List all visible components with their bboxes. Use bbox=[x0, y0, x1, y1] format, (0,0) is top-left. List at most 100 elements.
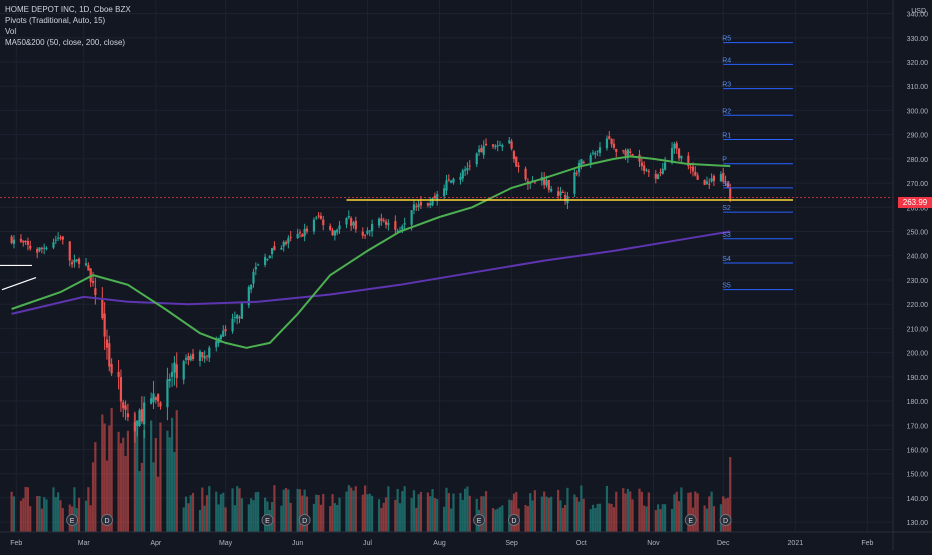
candle-body bbox=[366, 230, 369, 234]
candle-body bbox=[266, 258, 269, 260]
volume-bar bbox=[305, 496, 309, 532]
volume-bar bbox=[491, 508, 495, 532]
volume-bar bbox=[543, 491, 546, 532]
volume-bar bbox=[61, 508, 64, 532]
candle-body bbox=[329, 225, 332, 231]
volume-bar bbox=[484, 491, 488, 532]
volume-bar bbox=[215, 491, 218, 532]
volume-bar bbox=[219, 494, 223, 532]
candle-body bbox=[208, 347, 211, 358]
price-tick-label: 170.00 bbox=[907, 423, 929, 430]
volume-bar bbox=[370, 495, 374, 532]
candle-body bbox=[350, 218, 353, 226]
price-tick-label: 340.00 bbox=[907, 12, 929, 19]
candle-body bbox=[659, 171, 662, 173]
candle-body bbox=[252, 271, 255, 284]
volume-bar bbox=[675, 491, 678, 532]
volume-bar bbox=[712, 506, 716, 532]
time-tick-label: Oct bbox=[576, 540, 587, 547]
volume-bar bbox=[36, 496, 39, 532]
volume-bar bbox=[643, 505, 646, 532]
candle-body bbox=[401, 226, 404, 230]
volume-bar bbox=[575, 497, 578, 532]
pivot-label: S5 bbox=[722, 283, 731, 290]
candle-body bbox=[370, 224, 374, 232]
candle-body bbox=[175, 364, 178, 379]
candle-body bbox=[36, 249, 39, 253]
volume-bar bbox=[415, 507, 418, 532]
legend-pivots[interactable]: Pivots (Traditional, Auto, 15) bbox=[5, 16, 106, 25]
candle-body bbox=[110, 363, 113, 374]
candle-body bbox=[247, 287, 250, 306]
volume-bar bbox=[122, 437, 125, 532]
volume-bar bbox=[436, 499, 439, 532]
candle-body bbox=[496, 145, 499, 147]
volume-bar bbox=[654, 509, 657, 532]
candle-body bbox=[670, 148, 674, 163]
volume-bar bbox=[59, 500, 62, 532]
volume-bar bbox=[501, 505, 504, 532]
volume-bar bbox=[296, 488, 299, 532]
price-tick-label: 250.00 bbox=[907, 230, 929, 237]
candle-body bbox=[296, 233, 299, 239]
volume-bar bbox=[57, 492, 60, 532]
candle-body bbox=[322, 219, 325, 226]
volume-bar bbox=[433, 498, 436, 532]
candle-body bbox=[201, 352, 204, 358]
volume-bar bbox=[124, 456, 127, 532]
volume-bar bbox=[329, 506, 332, 532]
event-marker-label: D bbox=[723, 518, 728, 525]
candle-body bbox=[205, 355, 209, 357]
time-tick-label: Apr bbox=[150, 540, 162, 547]
volume-bar bbox=[287, 489, 290, 532]
time-tick-label: Aug bbox=[433, 540, 446, 547]
candle-body bbox=[233, 316, 236, 318]
volume-bar bbox=[233, 505, 236, 532]
volume-bar bbox=[468, 495, 471, 532]
volume-bar bbox=[317, 494, 320, 532]
candle-body bbox=[629, 151, 632, 154]
volume-bar bbox=[466, 486, 469, 532]
candle-body bbox=[57, 237, 60, 239]
candle-body bbox=[412, 204, 416, 211]
candle-body bbox=[431, 198, 434, 206]
candle-body bbox=[403, 223, 406, 225]
price-tick-label: 210.00 bbox=[907, 326, 929, 333]
volume-bar bbox=[126, 430, 130, 532]
event-marker-label: E bbox=[70, 518, 75, 525]
volume-bar bbox=[175, 410, 178, 532]
volume-bar bbox=[377, 499, 381, 532]
time-tick-label: Jun bbox=[292, 540, 303, 547]
volume-bar bbox=[729, 457, 732, 532]
candle-body bbox=[59, 237, 62, 239]
candle-body bbox=[354, 220, 357, 230]
volume-bar bbox=[168, 437, 171, 532]
legend-symbol[interactable]: HOME DEPOT INC, 1D, Cboe BZX bbox=[5, 5, 131, 14]
volume-bar bbox=[431, 489, 434, 532]
volume-bar bbox=[45, 499, 48, 532]
candle-body bbox=[524, 168, 527, 180]
volume-bar bbox=[217, 504, 220, 532]
legend-ma[interactable]: MA50&200 (50, close, 200, close) bbox=[5, 38, 126, 47]
candle-body bbox=[10, 236, 13, 244]
price-tick-label: 260.00 bbox=[907, 205, 929, 212]
volume-bar bbox=[298, 489, 302, 532]
candle-body bbox=[689, 167, 692, 169]
candle-body bbox=[384, 221, 388, 225]
volume-bar bbox=[189, 495, 192, 532]
volume-bar bbox=[452, 493, 455, 532]
candle-body bbox=[545, 180, 548, 186]
volume-bar bbox=[40, 508, 43, 532]
candle-body bbox=[368, 230, 371, 232]
volume-bar bbox=[403, 486, 406, 532]
candle-body bbox=[680, 155, 683, 159]
legend-vol[interactable]: Vol bbox=[5, 27, 17, 36]
event-marker bbox=[508, 514, 520, 526]
candle-body bbox=[591, 152, 595, 154]
pivot-label: R5 bbox=[722, 36, 731, 43]
candle-body bbox=[631, 154, 634, 156]
volume-bar bbox=[605, 485, 609, 532]
volume-bar bbox=[647, 492, 650, 532]
